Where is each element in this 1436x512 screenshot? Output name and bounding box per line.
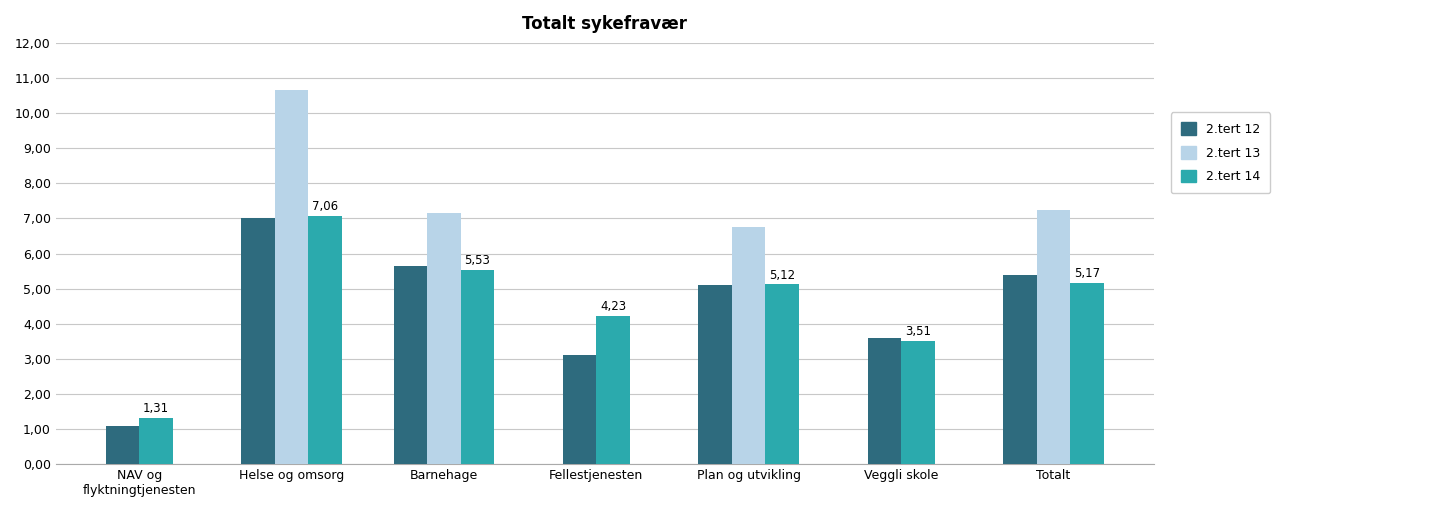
Text: 5,53: 5,53 (464, 254, 490, 267)
Bar (461, 270, 494, 464)
Bar (241, 218, 274, 464)
Bar (1004, 274, 1037, 464)
Bar (309, 216, 342, 464)
Title: Totalt sykefravær: Totalt sykefravær (523, 15, 688, 33)
Bar (393, 266, 426, 464)
Text: 1,31: 1,31 (142, 402, 169, 415)
Bar (900, 341, 935, 464)
Bar (867, 338, 900, 464)
Legend: 2.tert 12, 2.tert 13, 2.tert 14: 2.tert 12, 2.tert 13, 2.tert 14 (1170, 112, 1269, 193)
Text: 5,17: 5,17 (1074, 267, 1100, 280)
Bar (274, 90, 309, 464)
Bar (732, 227, 765, 464)
Bar (563, 355, 596, 464)
Text: 4,23: 4,23 (600, 300, 626, 313)
Bar (765, 284, 798, 464)
Text: 7,06: 7,06 (312, 201, 337, 214)
Bar (139, 418, 172, 464)
Text: 5,12: 5,12 (770, 269, 796, 282)
Bar (1070, 283, 1104, 464)
Bar (426, 213, 461, 464)
Bar (596, 316, 630, 464)
Text: 3,51: 3,51 (905, 325, 931, 338)
Bar (698, 285, 732, 464)
Bar (1037, 209, 1070, 464)
Bar (106, 426, 139, 464)
